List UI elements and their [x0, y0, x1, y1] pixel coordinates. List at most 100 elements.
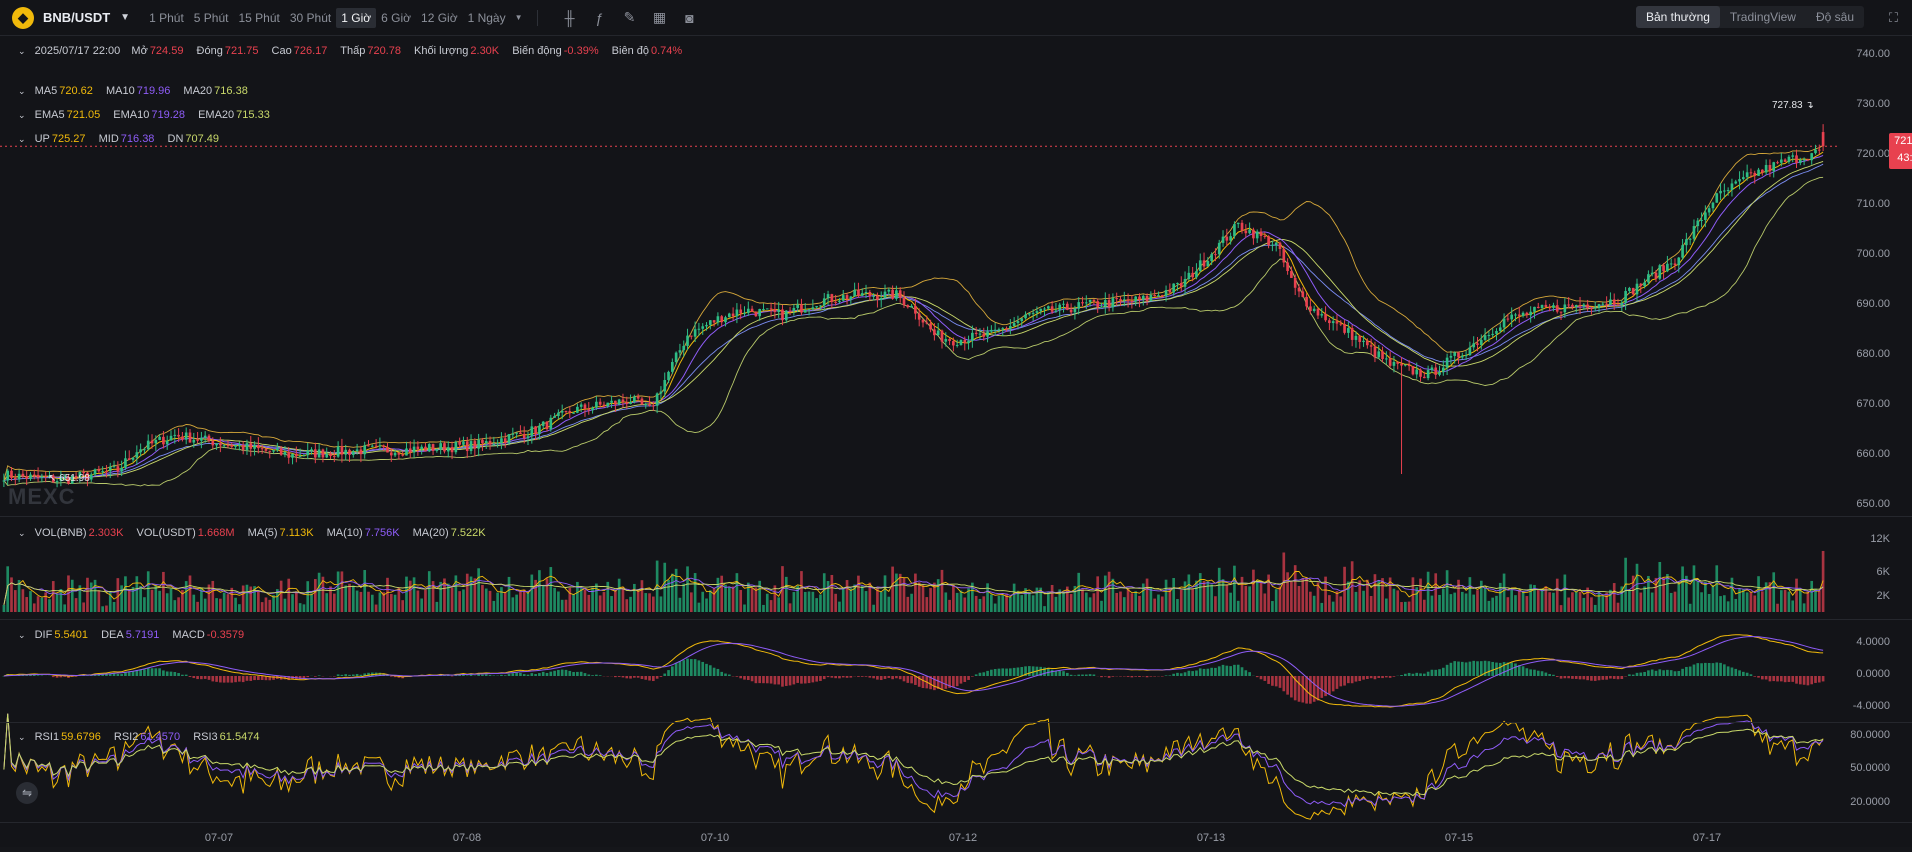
volume-bar — [162, 572, 165, 612]
macd-histogram-bar — [1704, 663, 1707, 676]
candle-body — [572, 413, 575, 414]
macd-histogram-bar — [1772, 676, 1775, 681]
volume-bar — [360, 592, 363, 612]
candle-body — [595, 402, 598, 408]
macd-histogram-bar — [504, 675, 507, 676]
timeframe-3[interactable]: 30 Phút — [285, 8, 336, 28]
timeframe-7[interactable]: 1 Ngày — [463, 8, 511, 28]
macd-histogram-bar — [842, 676, 845, 677]
candle-body — [1081, 302, 1084, 303]
candle-body — [1499, 327, 1502, 331]
macd-histogram-bar — [568, 671, 571, 676]
timeframe-1[interactable]: 5 Phút — [189, 8, 234, 28]
volume-bar — [261, 602, 264, 612]
candle-body — [922, 320, 925, 323]
macd-histogram-bar — [1017, 667, 1020, 676]
macd-histogram-bar — [648, 676, 651, 681]
macd-histogram-bar — [1184, 672, 1187, 676]
timeframe-4[interactable]: 1 Giờ — [336, 8, 376, 28]
candle-body — [793, 308, 796, 311]
candle-body — [1583, 305, 1586, 307]
candle-body — [322, 449, 325, 457]
candle-body — [417, 447, 420, 450]
volume-label: Khối lượng — [414, 45, 468, 57]
macd-histogram-bar — [857, 676, 860, 677]
collapse-chevron-icon[interactable]: ⌄ — [18, 630, 26, 640]
candle-body — [1172, 284, 1175, 293]
candle-body — [789, 311, 792, 312]
macd-histogram-bar — [1207, 669, 1210, 676]
more-timeframes-icon[interactable]: ▼ — [515, 13, 523, 22]
candle-body — [1526, 313, 1529, 315]
draw-pencil-icon[interactable]: ✎ — [622, 10, 638, 26]
timeframe-5[interactable]: 6 Giờ — [376, 8, 416, 28]
macd-histogram-bar — [906, 676, 909, 683]
vol-ma5-label: MA(5) — [248, 527, 278, 539]
collapse-chevron-icon[interactable]: ⌄ — [18, 732, 26, 742]
candle-body — [610, 401, 613, 403]
indicator-fx-icon[interactable]: ƒ — [592, 10, 608, 26]
macd-histogram-bar — [1070, 675, 1073, 676]
collapse-chevron-icon[interactable]: ⌄ — [18, 134, 26, 144]
collapse-chevron-icon[interactable]: ⌄ — [18, 46, 26, 56]
volume-bar — [375, 605, 378, 612]
candle-body — [352, 451, 355, 455]
symbol-dropdown-icon[interactable]: ▼ — [120, 12, 130, 23]
collapse-chevron-icon[interactable]: ⌄ — [18, 110, 26, 120]
symbol-label[interactable]: BNB/USDT — [43, 10, 110, 25]
candle-body — [1446, 358, 1449, 368]
mode-tab-1[interactable]: TradingView — [1720, 6, 1806, 28]
macd-histogram-bar — [591, 675, 594, 676]
dea-value: 5.7191 — [126, 629, 160, 641]
candle-body — [1423, 377, 1426, 378]
volume-bar — [1514, 595, 1517, 612]
volume-bar — [1450, 594, 1453, 612]
volume-bar — [1161, 596, 1164, 612]
low-label: Thấp — [340, 45, 365, 57]
timeframe-2[interactable]: 15 Phút — [233, 8, 284, 28]
macd-histogram-bar — [899, 676, 902, 679]
candle-body — [1074, 309, 1077, 313]
layout-grid-icon[interactable]: ▦ — [652, 10, 668, 26]
volume-bar — [812, 592, 815, 612]
volume-bar — [975, 596, 978, 612]
volume-bar — [208, 585, 211, 612]
macd-histogram-bar — [208, 676, 211, 680]
volume-bar — [1396, 590, 1399, 612]
volume-bar — [1423, 600, 1426, 612]
macd-histogram-bar — [1001, 668, 1004, 676]
candle-body — [751, 309, 754, 312]
candle-body — [329, 454, 332, 457]
ma10-line — [4, 155, 1823, 480]
collapse-chevron-icon[interactable]: ⌄ — [18, 528, 26, 538]
candle-body — [394, 453, 397, 456]
boll-upper-line — [4, 146, 1823, 481]
fullscreen-icon[interactable]: ⛶ — [1889, 10, 1898, 26]
candle-body — [128, 458, 131, 460]
bnb-logo-icon: ◆ — [12, 7, 34, 29]
candle-type-icon[interactable]: ╫ — [562, 10, 578, 26]
mode-tab-0[interactable]: Bản thường — [1636, 6, 1720, 28]
volume-bar — [295, 591, 298, 612]
candle-body — [1465, 355, 1468, 356]
timeframe-0[interactable]: 1 Phút — [144, 8, 189, 28]
price-tick-7: 670.00 — [1856, 398, 1890, 410]
timeframe-6[interactable]: 12 Giờ — [416, 8, 463, 28]
candle-body — [1043, 309, 1046, 310]
volume-bar — [1199, 573, 1202, 612]
rsi2-line — [4, 714, 1823, 807]
mode-tab-2[interactable]: Độ sâu — [1806, 6, 1864, 28]
volume-bar — [834, 594, 837, 612]
high-marker-value: 727.83 — [1772, 100, 1803, 111]
candle-body — [360, 449, 363, 454]
macd-histogram-bar — [1248, 672, 1251, 676]
candlestick-chart[interactable] — [0, 36, 1840, 847]
chart-canvas[interactable] — [0, 36, 1840, 852]
candle-body — [1138, 297, 1141, 300]
candle-body — [1233, 224, 1236, 236]
settings-toggle-icon[interactable]: ⇋ — [16, 782, 38, 804]
screenshot-camera-icon[interactable]: ◙ — [682, 10, 698, 26]
pane-divider-1 — [0, 619, 1912, 620]
volume-bar — [1024, 588, 1027, 612]
collapse-chevron-icon[interactable]: ⌄ — [18, 86, 26, 96]
